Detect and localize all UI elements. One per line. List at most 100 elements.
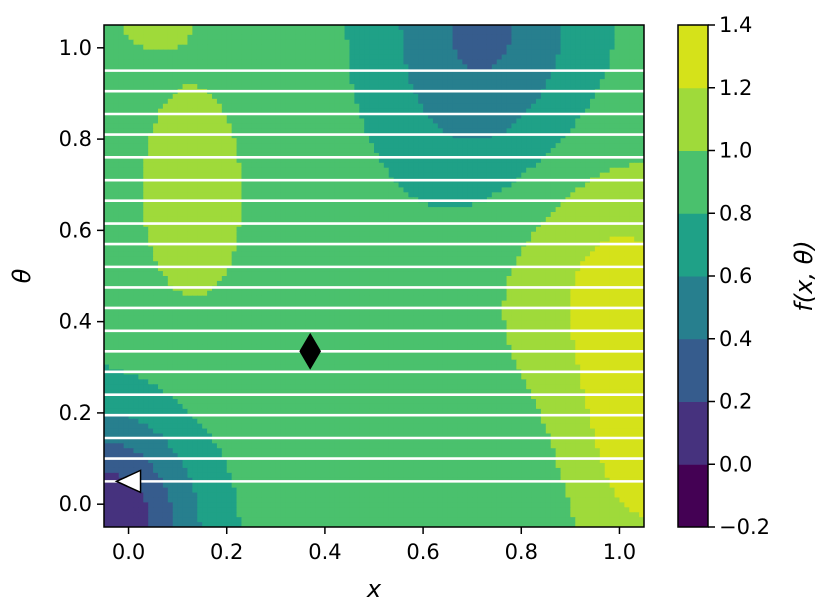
contour-cell [364, 172, 370, 179]
contour-cell [138, 123, 144, 129]
contour-cell [540, 167, 547, 174]
contour-cell [413, 143, 419, 149]
contour-cell [197, 54, 203, 61]
contour-cell [550, 59, 557, 65]
contour-cell [295, 59, 301, 65]
contour-cell [594, 59, 601, 65]
contour-cell [290, 202, 297, 208]
contour-cell [118, 143, 125, 149]
contour-cell [344, 34, 351, 41]
contour-cell [585, 128, 591, 134]
contour-cell [320, 138, 326, 144]
contour-cell [315, 93, 321, 100]
contour-cell [158, 212, 164, 218]
contour-cell [590, 187, 596, 193]
contour-cell [128, 29, 135, 36]
contour-cell [516, 74, 522, 80]
contour-cell [266, 123, 272, 129]
contour-cell [202, 44, 208, 51]
contour-cell [369, 123, 375, 129]
contour-cell [639, 64, 644, 70]
contour-cell [629, 172, 635, 179]
contour-cell [167, 162, 174, 169]
contour-cell [545, 118, 552, 125]
contour-cell [138, 54, 144, 61]
contour-cell [506, 212, 513, 218]
contour-cell [442, 64, 449, 70]
contour-cell [158, 143, 164, 149]
contour-cell [526, 64, 532, 70]
contour-cell [580, 157, 586, 164]
contour-cell [320, 103, 326, 110]
contour-cell [408, 34, 414, 41]
contour-cell [108, 157, 115, 164]
contour-cell [275, 74, 282, 80]
contour-cell [270, 103, 277, 110]
contour-cell [197, 44, 203, 51]
contour-cell [501, 133, 508, 139]
contour-cell [187, 84, 193, 90]
contour-cell [162, 103, 169, 110]
contour-cell [236, 202, 243, 208]
contour-cell [585, 202, 591, 208]
contour-cell [138, 29, 144, 36]
contour-cell [158, 216, 164, 223]
contour-cell [639, 133, 644, 139]
contour-cell [555, 143, 562, 149]
contour-cell [295, 216, 301, 223]
contour-cell [604, 157, 611, 164]
contour-cell [413, 207, 419, 213]
contour-cell [388, 231, 395, 238]
contour-cell [251, 93, 257, 100]
contour-cell [496, 152, 503, 159]
contour-cell [545, 59, 552, 65]
contour-cell [246, 162, 252, 169]
contour-cell [472, 34, 478, 41]
contour-cell [354, 138, 360, 144]
contour-cell [108, 202, 115, 208]
contour-cell [123, 216, 130, 223]
contour-cell [275, 143, 282, 149]
contour-cell [226, 207, 233, 213]
contour-cell [506, 192, 513, 198]
contour-cell [246, 84, 252, 90]
contour-cell [266, 143, 272, 149]
contour-cell [207, 182, 213, 189]
contour-cell [634, 108, 640, 115]
contour-cell [599, 54, 606, 61]
contour-cell [511, 49, 517, 56]
contour-cell [113, 128, 120, 134]
contour-cell [221, 64, 228, 70]
contour-cell [256, 93, 262, 100]
contour-cell [506, 84, 513, 90]
contour-cell [442, 44, 449, 51]
contour-cell [334, 84, 341, 90]
contour-cell [540, 39, 547, 46]
contour-cell [216, 202, 223, 208]
contour-cell [442, 192, 449, 198]
contour-cell [521, 54, 527, 61]
contour-cell [329, 207, 336, 213]
contour-cell [275, 103, 282, 110]
contour-cell [374, 29, 380, 36]
contour-cell [108, 172, 115, 179]
contour-cell [629, 25, 635, 31]
contour-cell [393, 54, 400, 61]
contour-cell [305, 172, 311, 179]
contour-cell [462, 49, 468, 56]
contour-cell [457, 167, 463, 174]
contour-cell [320, 128, 326, 134]
contour-cell [128, 148, 135, 154]
contour-cell [236, 69, 243, 75]
contour-cell [216, 187, 223, 193]
contour-cell [212, 216, 218, 223]
contour-cell [295, 148, 301, 154]
contour-cell [521, 39, 527, 46]
contour-cell [545, 69, 552, 75]
contour-cell [138, 25, 144, 31]
contour-cell [585, 98, 591, 105]
contour-cell [231, 231, 238, 238]
contour-cell [158, 187, 164, 193]
contour-cell [236, 138, 243, 144]
contour-cell [639, 79, 644, 85]
